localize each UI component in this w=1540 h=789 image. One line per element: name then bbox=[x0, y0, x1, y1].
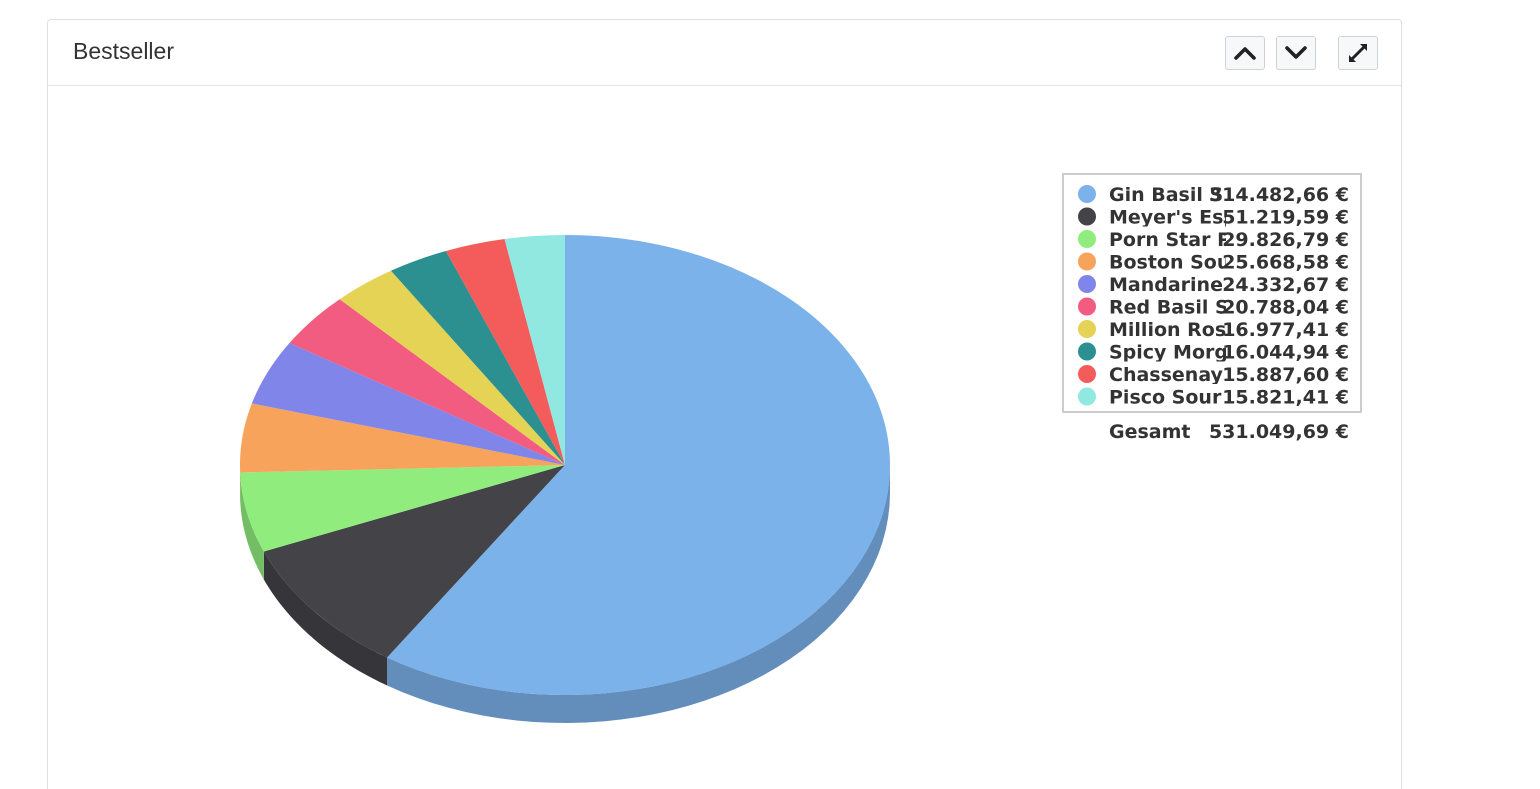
legend-item-value: 25.668,58 € bbox=[1222, 252, 1349, 274]
legend-marker-meyer-s-esp bbox=[1078, 208, 1096, 226]
legend-marker-gin-basil-s bbox=[1078, 185, 1096, 203]
legend-item-label[interactable]: Meyer's Esp bbox=[1109, 207, 1237, 229]
legend-marker-boston-sour bbox=[1078, 253, 1096, 271]
legend-marker-spicy-morge bbox=[1078, 343, 1096, 361]
chevron-up-icon bbox=[1234, 46, 1256, 60]
legend-item-value: 24.332,67 € bbox=[1222, 274, 1349, 296]
panel-header: Bestseller bbox=[48, 20, 1401, 86]
legend-item-label[interactable]: Chassenay ( bbox=[1109, 364, 1238, 386]
panel-title: Bestseller bbox=[73, 38, 174, 65]
legend-item-value: 314.482,66 € bbox=[1209, 184, 1349, 206]
legend-item-label[interactable]: Million Rose bbox=[1109, 319, 1239, 341]
chevron-down-icon bbox=[1285, 46, 1307, 60]
legend-item-label[interactable]: Gin Basil S bbox=[1109, 184, 1223, 206]
expand-arrows-icon bbox=[1347, 42, 1369, 64]
legend-item-label[interactable]: Pisco Sour - bbox=[1109, 387, 1236, 409]
legend-item-value: 15.821,41 € bbox=[1222, 387, 1349, 409]
legend-item-label[interactable]: Boston Sour bbox=[1109, 252, 1240, 274]
legend-item-value: 29.826,79 € bbox=[1222, 229, 1349, 251]
legend-marker-mandarine-n bbox=[1078, 275, 1096, 293]
legend-item-value: 16.044,94 € bbox=[1222, 342, 1349, 364]
legend-item-value: 51.219,59 € bbox=[1222, 207, 1349, 229]
legend-marker-porn-star-pu bbox=[1078, 230, 1096, 248]
legend-item-label[interactable]: Spicy Morge bbox=[1109, 342, 1241, 364]
legend-item-value: 15.887,60 € bbox=[1222, 364, 1349, 386]
legend-marker-pisco-sour bbox=[1078, 388, 1096, 406]
collapse-up-button[interactable] bbox=[1225, 36, 1265, 70]
legend-total-value: 531.049,69 € bbox=[1209, 421, 1349, 443]
legend-marker-chassenay bbox=[1078, 365, 1096, 383]
pie-slices bbox=[240, 235, 890, 695]
collapse-down-button[interactable] bbox=[1276, 36, 1316, 70]
legend-item-value: 16.977,41 € bbox=[1222, 319, 1349, 341]
legend-marker-million-rose bbox=[1078, 320, 1096, 338]
expand-button[interactable] bbox=[1338, 36, 1378, 70]
legend-item-value: 20.788,04 € bbox=[1222, 297, 1349, 319]
legend-total-label: Gesamt bbox=[1109, 421, 1191, 443]
legend-marker-red-basil-sn bbox=[1078, 298, 1096, 316]
